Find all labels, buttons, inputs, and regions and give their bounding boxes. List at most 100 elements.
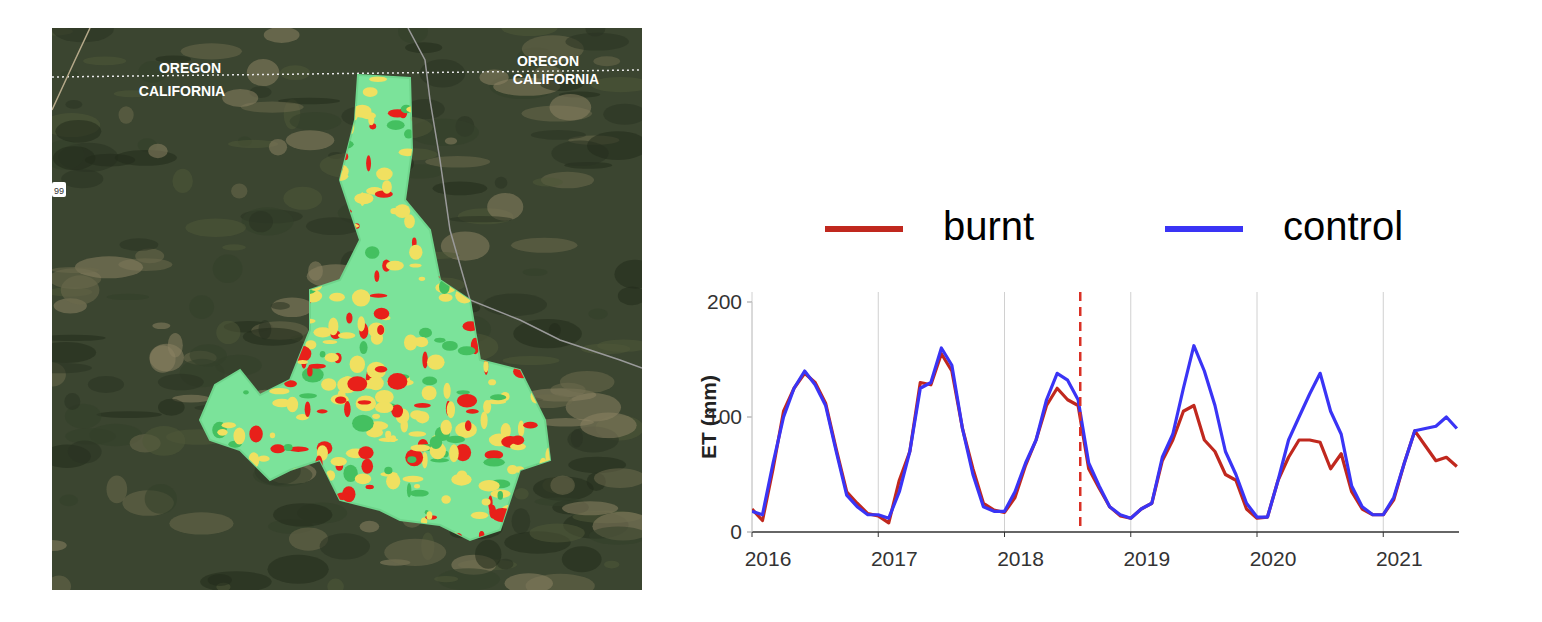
severity-patch	[249, 425, 263, 442]
severity-patch	[506, 289, 511, 302]
severity-patch	[490, 248, 498, 262]
figure: OREGONCALIFORNIAOREGONCALIFORNIA99201620…	[0, 0, 1542, 622]
severity-patch	[224, 346, 229, 350]
severity-patch	[455, 287, 474, 303]
severity-patch	[499, 138, 516, 146]
severity-patch	[327, 172, 331, 178]
terrain	[242, 207, 294, 235]
severity-patch	[414, 484, 420, 489]
severity-patch	[302, 367, 324, 383]
severity-patch	[280, 346, 302, 354]
terrain	[149, 344, 184, 372]
severity-patch	[332, 140, 353, 149]
severity-patch	[382, 180, 392, 193]
grid-line	[1130, 292, 1131, 532]
terrain	[587, 131, 642, 160]
terrain	[185, 219, 246, 237]
severity-patch	[355, 473, 371, 484]
severity-patch	[455, 533, 462, 544]
severity-patch	[252, 490, 257, 502]
terrain	[52, 28, 114, 42]
terrain	[59, 495, 78, 507]
grid-line	[1004, 292, 1005, 532]
severity-patch	[335, 396, 346, 403]
severity-patch	[422, 452, 428, 468]
severity-patch	[454, 283, 470, 289]
severity-patch	[515, 191, 533, 198]
severity-patch	[506, 306, 525, 313]
severity-patch	[285, 112, 304, 125]
severity-patch	[480, 341, 495, 347]
severity-patch	[284, 380, 297, 387]
severity-patch	[462, 95, 466, 104]
severity-patch	[299, 233, 312, 241]
severity-patch	[258, 265, 266, 272]
road	[52, 28, 90, 110]
severity-patch	[531, 390, 543, 404]
severity-patch	[439, 294, 453, 302]
severity-patch	[290, 479, 305, 495]
terrain	[65, 100, 82, 109]
severity-patch	[278, 336, 295, 342]
severity-patch	[368, 114, 374, 125]
severity-patch	[200, 98, 211, 112]
legend-swatch	[1165, 226, 1243, 232]
severity-patch	[365, 485, 373, 489]
severity-patch	[256, 348, 274, 356]
severity-patch	[279, 360, 293, 371]
severity-patch	[527, 246, 535, 256]
severity-patch	[307, 269, 311, 286]
severity-patch	[436, 138, 451, 151]
terrain	[181, 43, 242, 59]
severity-patch	[474, 81, 479, 92]
tick	[747, 302, 752, 303]
severity-patch	[199, 334, 215, 342]
severity-patch	[360, 192, 365, 206]
severity-patch	[411, 113, 419, 122]
severity-patch	[365, 246, 379, 259]
severity-patch	[369, 76, 387, 81]
terrain	[200, 571, 272, 590]
severity-patch	[239, 91, 259, 97]
severity-patch	[458, 266, 476, 273]
terrain	[107, 294, 149, 300]
severity-patch	[462, 121, 472, 130]
severity-patch	[493, 164, 511, 177]
terrain	[271, 302, 290, 310]
severity-patch	[299, 319, 316, 324]
severity-patch	[532, 464, 548, 478]
severity-patch	[301, 522, 306, 537]
severity-patch	[410, 490, 429, 497]
severity-patch	[358, 446, 373, 459]
severity-patch	[263, 362, 278, 368]
severity-patch	[479, 309, 499, 323]
severity-patch	[366, 155, 371, 171]
y-tick-label: 200	[707, 290, 742, 313]
terrain	[360, 521, 380, 533]
terrain	[398, 28, 428, 43]
severity-patch	[207, 193, 215, 201]
severity-patch	[458, 79, 468, 91]
severity-patch	[198, 156, 209, 167]
severity-patch	[253, 285, 273, 299]
severity-patch	[247, 79, 261, 90]
severity-patch	[258, 456, 270, 462]
grid-line	[752, 292, 753, 532]
event-line	[1079, 292, 1082, 532]
map-background	[52, 28, 642, 590]
severity-patch	[481, 411, 488, 429]
x-tick-label: 2017	[871, 547, 918, 570]
severity-patch	[339, 106, 352, 116]
severity-patch	[224, 246, 230, 258]
severity-patch	[445, 155, 464, 173]
severity-patch	[421, 159, 443, 165]
severity-patch	[247, 101, 255, 113]
terrain	[55, 120, 101, 143]
map-label: OREGON	[517, 53, 579, 69]
severity-patch	[539, 402, 555, 408]
severity-patch	[407, 483, 411, 497]
severity-patch	[211, 107, 218, 115]
severity-patch	[546, 173, 561, 186]
severity-patch	[530, 368, 537, 376]
severity-patch	[272, 197, 281, 207]
